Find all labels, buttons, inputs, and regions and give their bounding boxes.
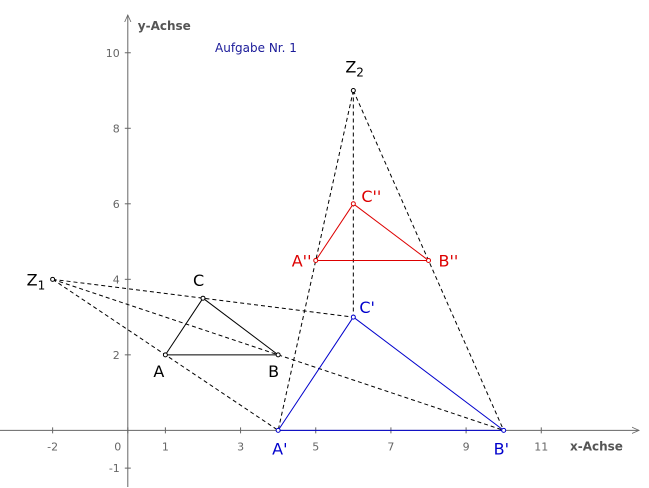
point: [275, 352, 281, 358]
projection-line: [52, 278, 354, 318]
y-tick-label: 8: [113, 122, 120, 135]
title: Aufgabe Nr. 1: [215, 41, 297, 55]
triangle-edge: [353, 203, 429, 261]
point-name: B: [268, 362, 279, 381]
x-tick-label: 0: [114, 440, 121, 453]
point-name: C'': [361, 187, 381, 206]
point-name: B'': [439, 251, 459, 270]
x-tick-label: 5: [312, 440, 319, 453]
point: [200, 295, 206, 301]
point-label: Z1: [27, 270, 46, 292]
point-name: C': [359, 298, 375, 317]
point: [350, 314, 356, 320]
triangle-edge: [164, 297, 204, 356]
triangle-edge: [353, 316, 504, 431]
projection-line: [52, 278, 504, 431]
point-label: B: [268, 362, 279, 381]
point-subscript: 1: [38, 278, 46, 292]
triangle-edge: [315, 203, 354, 261]
point-name: A': [272, 439, 287, 458]
point: [350, 201, 356, 207]
point-name: A'': [292, 251, 312, 270]
point-name: B': [494, 439, 509, 458]
x-tick-label: -2: [47, 440, 58, 453]
point-label: C: [193, 271, 204, 290]
y-axis-label: y-Achse: [138, 19, 191, 33]
point-subscript: 2: [356, 66, 364, 80]
point: [426, 257, 432, 263]
point-label: C'': [361, 187, 381, 206]
point: [275, 427, 281, 433]
x-tick-label: 1: [162, 440, 169, 453]
triangle-edge: [277, 316, 354, 431]
point-name: Z: [345, 58, 356, 77]
triangle-edge: [202, 297, 279, 356]
point-label: B': [494, 439, 509, 458]
x-tick-label: 9: [463, 440, 470, 453]
point-name: Z: [27, 270, 38, 289]
point-name: A: [153, 362, 164, 381]
y-tick-label: 6: [113, 198, 120, 211]
point: [501, 427, 507, 433]
x-tick-label: 3: [237, 440, 244, 453]
point-label: C': [359, 298, 375, 317]
point-label: B'': [439, 251, 459, 270]
point-name: C: [193, 271, 204, 290]
point: [162, 352, 168, 358]
point-label: A': [272, 439, 287, 458]
x-axis-label: x-Achse: [570, 439, 623, 453]
x-tick-label: 11: [534, 440, 548, 453]
y-tick-label: 10: [106, 47, 120, 60]
point: [313, 257, 319, 263]
y-tick-label: -1: [109, 462, 120, 475]
y-tick-label: 4: [113, 273, 120, 286]
point: [50, 276, 56, 282]
y-tick-label: 2: [113, 349, 120, 362]
x-tick-label: 7: [387, 440, 394, 453]
projection-line: [277, 90, 354, 431]
point-label: A'': [292, 251, 312, 270]
point: [350, 88, 356, 94]
point-label: A: [153, 362, 164, 381]
point-label: Z2: [345, 58, 364, 80]
